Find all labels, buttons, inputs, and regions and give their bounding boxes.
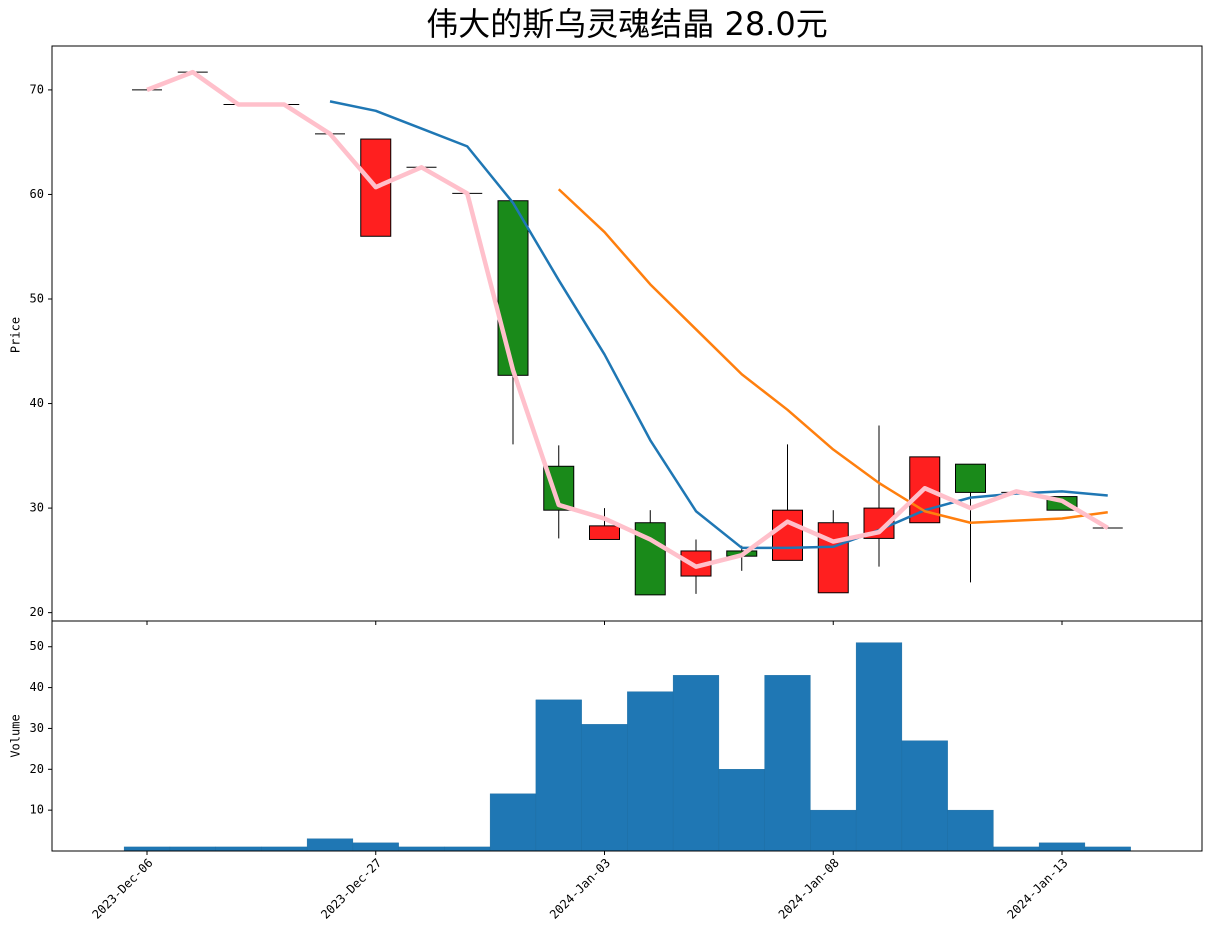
axes-frame [51,45,1203,622]
volume-bar [993,846,1040,852]
volume-bar [535,699,582,852]
x-tick-label: 2024-Jan-03 [547,856,613,922]
volume-bar [855,642,903,852]
y-tick-label: 20 [30,605,44,619]
x-tick-label: 2024-Jan-08 [776,856,842,922]
volume-bar [215,846,262,852]
y-tick-label: 40 [30,396,44,410]
y-axis-label: Price [9,317,23,353]
candle-body [497,200,529,376]
candle-body [955,463,986,493]
axes-frame [51,620,1203,852]
volume-bar [947,809,994,852]
y-tick-label: 40 [30,680,44,694]
y-tick-label: 10 [30,803,44,817]
x-tick-label: 2024-Jan-13 [1004,856,1070,922]
y-tick-label: 60 [30,187,44,201]
volume-bar [1038,842,1086,852]
y-axis-label: Volume [9,714,23,757]
volume-bar [810,809,857,852]
volume-bar [261,846,308,852]
volume-bar [489,793,537,852]
candle-body [772,509,803,561]
volume-bar [764,675,811,852]
candle-body [589,525,620,540]
y-tick-label: 20 [30,762,44,776]
moving-average-line [557,188,1108,524]
volume-bar [306,838,354,852]
y-tick-label: 30 [30,721,44,735]
y-tick-label: 50 [30,639,44,653]
y-tick-label: 50 [30,292,44,306]
volume-bar [901,740,948,852]
volume-bar [398,846,445,852]
volume-bar [352,842,399,852]
y-tick-label: 30 [30,501,44,515]
candle-body [817,522,849,594]
chart-title: 伟大的斯乌灵魂结晶 28.0元 [426,5,827,43]
volume-bar [444,846,491,852]
volume-bar [1084,846,1131,852]
volume-bar [123,846,171,852]
moving-average-line [329,100,1108,550]
x-tick-label: 2023-Dec-27 [318,856,384,922]
volume-bar [627,691,674,852]
y-tick-label: 70 [30,82,44,96]
volume-bar [672,675,720,852]
moving-average-line [146,69,1109,569]
x-tick-label: 2023-Dec-06 [89,856,155,922]
volume-bar [718,769,765,852]
volume-bar [169,846,216,852]
volume-bar [581,724,628,852]
